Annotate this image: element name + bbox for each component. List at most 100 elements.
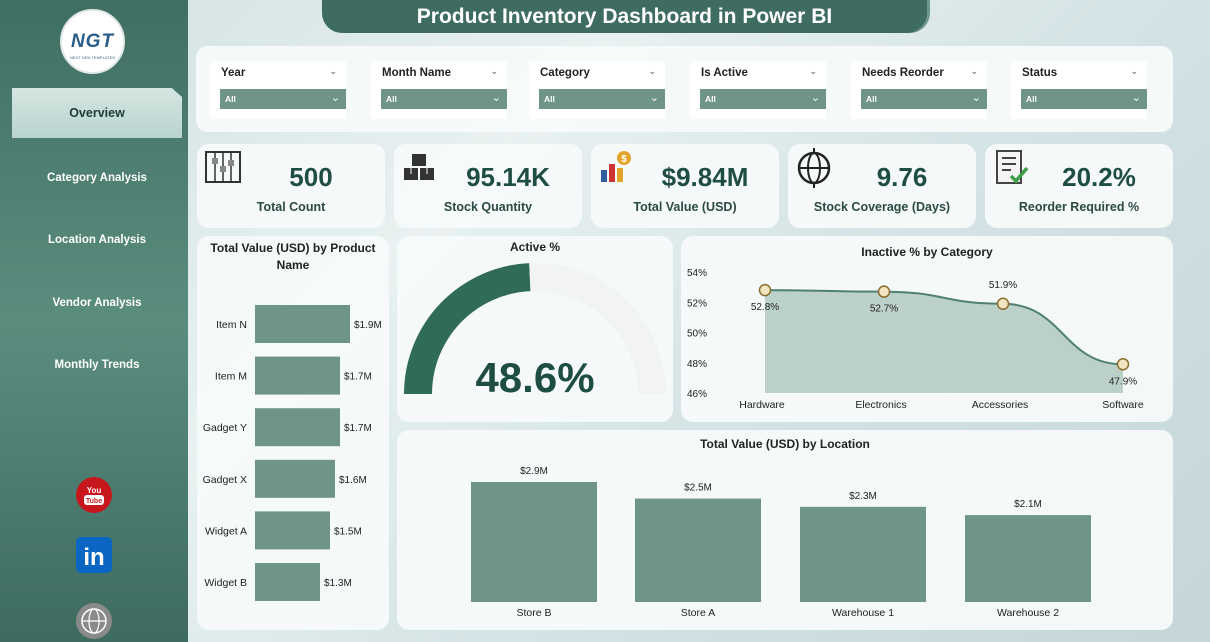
- filter-select[interactable]: All ⌄: [220, 89, 346, 109]
- chevron-down-icon[interactable]: ⌄: [648, 66, 656, 76]
- globe-target-icon: [797, 148, 831, 188]
- linkedin-icon[interactable]: in: [75, 536, 113, 574]
- bar-item-m[interactable]: [255, 356, 340, 395]
- bar-store-a[interactable]: [635, 498, 761, 602]
- data-point[interactable]: [1116, 358, 1130, 371]
- kpi-value: $9.84M: [661, 162, 749, 192]
- logo-text: NGT: [70, 31, 115, 52]
- bar-gadget-x[interactable]: [255, 459, 335, 498]
- filter-label: Status: [1022, 67, 1058, 79]
- filter-label: Month Name: [382, 67, 451, 79]
- kpi-total-count: 500 Total Count: [197, 144, 385, 228]
- abacus-icon: [205, 151, 241, 183]
- filter-select[interactable]: All ⌄: [700, 89, 826, 109]
- chart-active-gauge: Active % 48.6%: [397, 236, 673, 422]
- kpi-value: 500: [289, 162, 333, 192]
- chevron-down-icon: ⌄: [649, 92, 659, 104]
- globe-icon[interactable]: [75, 602, 113, 640]
- nav-location-analysis[interactable]: Location Analysis: [12, 215, 182, 265]
- chevron-down-icon[interactable]: ⌄: [970, 66, 978, 76]
- nav-label: Category Analysis: [47, 172, 147, 184]
- kpi-stock-quantity: 95.14K Stock Quantity: [394, 144, 582, 228]
- y-tick-label: 52%: [687, 298, 707, 309]
- nav-category-analysis[interactable]: Category Analysis: [12, 153, 182, 203]
- filter-bar: [196, 46, 1173, 132]
- filter-value: All: [1026, 94, 1037, 104]
- data-label: $2.5M: [684, 483, 712, 494]
- bar-item-n[interactable]: [255, 305, 350, 343]
- filter-select[interactable]: All ⌄: [861, 89, 987, 109]
- kpi-stock-coverage: 9.76 Stock Coverage (Days): [788, 144, 976, 228]
- category-label: Accessories: [972, 399, 1029, 411]
- filter-is-active[interactable]: Is Active ⌄ All ⌄: [690, 61, 826, 119]
- category-label: Gadget X: [203, 474, 247, 486]
- chevron-down-icon[interactable]: ⌄: [1130, 66, 1138, 76]
- y-tick-label: 50%: [687, 329, 707, 340]
- data-label: 52.8%: [751, 302, 779, 313]
- filter-select[interactable]: All ⌄: [381, 89, 507, 109]
- youtube-icon[interactable]: You Tube: [75, 476, 113, 514]
- data-label: $1.3M: [324, 578, 352, 589]
- chart-value-by-location: Total Value (USD) by Location $2.9M Store…: [397, 430, 1173, 630]
- nav-vendor-analysis[interactable]: Vendor Analysis: [12, 278, 182, 328]
- category-label: Widget A: [205, 525, 247, 537]
- bar-widget-b[interactable]: [255, 563, 320, 601]
- kpi-reorder-required: 20.2% Reorder Required %: [985, 144, 1173, 228]
- kpi-label: Total Value (USD): [633, 200, 737, 214]
- gauge-svg: 48.6%: [404, 263, 666, 401]
- data-label: $2.1M: [1014, 499, 1042, 510]
- chart-title: Total Value (USD) by Product Name: [210, 241, 376, 272]
- kpi-label: Total Count: [256, 200, 326, 214]
- filter-year[interactable]: Year ⌄ All ⌄: [210, 61, 346, 119]
- kpi-value: 9.76: [876, 162, 928, 192]
- page-title: Product Inventory Dashboard in Power BI: [322, 0, 927, 33]
- category-label: Hardware: [739, 399, 785, 411]
- filter-status[interactable]: Status ⌄ All ⌄: [1011, 61, 1147, 119]
- location-bars-svg: $2.9M Store B $2.5M Store A $2.3M Warehouse 1…: [471, 466, 1091, 619]
- filter-month-name[interactable]: Month Name ⌄ All ⌄: [371, 61, 507, 119]
- kpi-value: 95.14K: [466, 162, 550, 192]
- filter-select[interactable]: All ⌄: [1021, 89, 1147, 109]
- filter-category[interactable]: Category ⌄ All ⌄: [529, 61, 665, 119]
- chevron-down-icon[interactable]: ⌄: [809, 66, 817, 76]
- filter-select[interactable]: All ⌄: [539, 89, 665, 109]
- chevron-down-icon: ⌄: [810, 92, 820, 104]
- filter-label: Year: [221, 67, 246, 79]
- data-point[interactable]: [758, 283, 772, 297]
- filter-value: All: [866, 94, 877, 104]
- filter-label: Needs Reorder: [862, 67, 944, 79]
- data-label: $1.6M: [339, 475, 367, 486]
- filter-label: Is Active: [701, 67, 748, 79]
- category-label: Software: [1102, 399, 1144, 411]
- bar-warehouse-1[interactable]: [800, 506, 926, 602]
- bar-gadget-y[interactable]: [255, 408, 340, 447]
- category-label: Warehouse 1: [832, 607, 894, 619]
- data-point[interactable]: [996, 297, 1010, 311]
- data-label: 51.9%: [989, 280, 1017, 291]
- nav-overview[interactable]: Overview: [12, 88, 182, 138]
- chevron-down-icon: ⌄: [1131, 92, 1141, 104]
- data-label: $1.7M: [344, 372, 372, 383]
- data-label: $1.7M: [344, 423, 372, 434]
- gauge-remaining-arc: [529, 263, 666, 394]
- nav-monthly-trends[interactable]: Monthly Trends: [12, 340, 182, 390]
- bar-warehouse-2[interactable]: [965, 515, 1091, 602]
- bar-widget-a[interactable]: [255, 511, 330, 550]
- data-label: $2.9M: [520, 466, 548, 477]
- nav-label: Monthly Trends: [54, 359, 140, 371]
- data-label: $1.5M: [334, 526, 362, 537]
- bar-store-b[interactable]: [471, 482, 597, 602]
- filter-needs-reorder[interactable]: Needs Reorder ⌄ All ⌄: [851, 61, 987, 119]
- filter-value: All: [386, 94, 397, 104]
- chevron-down-icon[interactable]: ⌄: [490, 66, 498, 76]
- y-tick-label: 48%: [687, 359, 707, 370]
- kpi-total-value: $ $9.84M Total Value (USD): [591, 144, 779, 228]
- svg-text:in: in: [83, 544, 104, 571]
- data-point[interactable]: [877, 285, 891, 298]
- chevron-down-icon: ⌄: [330, 92, 340, 104]
- gauge-value: 48.6%: [475, 354, 594, 401]
- data-label: 52.7%: [870, 304, 898, 315]
- category-label: Store B: [516, 607, 551, 619]
- filter-value: All: [544, 94, 555, 104]
- chevron-down-icon[interactable]: ⌄: [329, 66, 337, 76]
